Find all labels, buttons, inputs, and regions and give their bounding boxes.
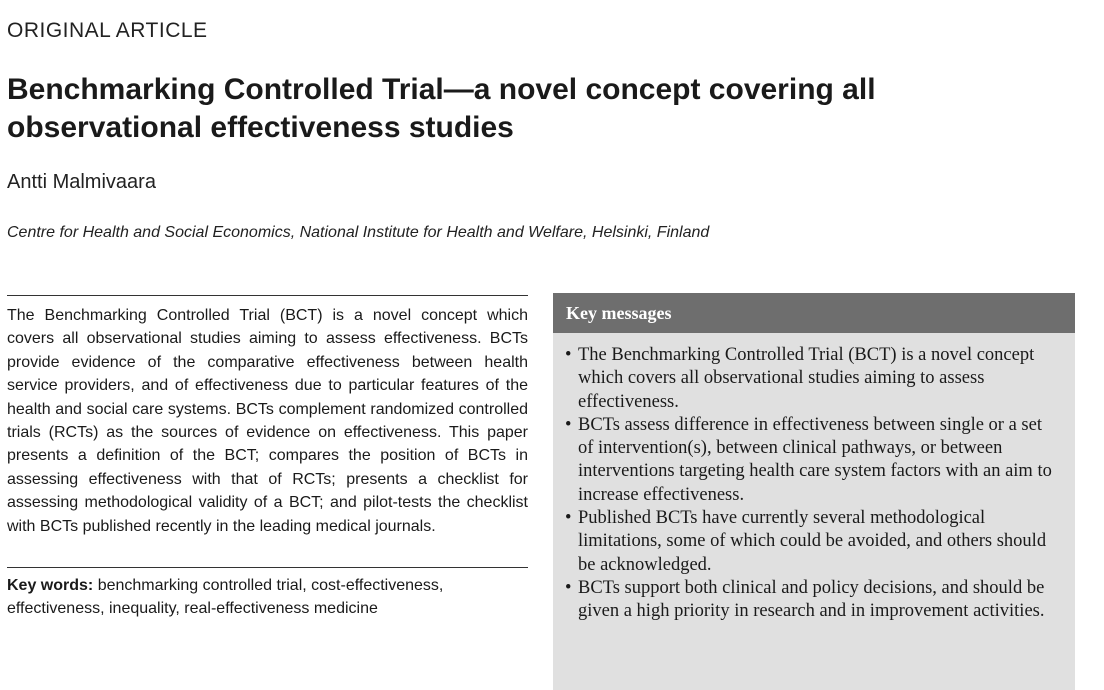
article-title: Benchmarking Controlled Trial—a novel co… xyxy=(7,73,876,144)
keywords-label: Key words: xyxy=(7,577,94,594)
author-name: Antti Malmivaara xyxy=(7,171,156,193)
key-message-text: BCTs assess difference in effectiveness … xyxy=(578,414,1052,505)
key-message-item: • The Benchmarking Controlled Trial (BCT)… xyxy=(565,344,1055,414)
keywords: Key words: benchmarking controlled trial… xyxy=(7,574,528,620)
bullet-icon: • xyxy=(565,577,572,598)
section-label: ORIGINAL ARTICLE xyxy=(7,19,208,42)
abstract-text: The Benchmarking Controlled Trial (BCT) … xyxy=(7,307,528,535)
key-messages-box: Key messages • The Benchmarking Controlle… xyxy=(553,293,1075,690)
abstract-top-rule xyxy=(7,295,528,296)
key-message-text: The Benchmarking Controlled Trial (BCT) … xyxy=(578,345,1035,412)
key-message-item: • BCTs support both clinical and policy d… xyxy=(565,577,1055,624)
author-affiliation: Centre for Health and Social Economics, … xyxy=(7,224,710,241)
key-messages-list: • The Benchmarking Controlled Trial (BCT)… xyxy=(553,333,1075,624)
bullet-icon: • xyxy=(565,345,572,365)
key-message-item: • Published BCTs have currently several m… xyxy=(565,507,1055,577)
key-message-text: Published BCTs have currently several me… xyxy=(578,508,1047,575)
abstract-bottom-rule xyxy=(7,567,528,568)
key-message-text: BCTs support both clinical and policy de… xyxy=(578,577,1045,622)
key-message-item: • BCTs assess difference in effectiveness… xyxy=(565,414,1055,507)
bullet-icon: • xyxy=(565,414,572,435)
keywords-text: benchmarking controlled trial, cost-effe… xyxy=(7,577,444,617)
key-messages-heading: Key messages xyxy=(553,293,1075,333)
bullet-icon: • xyxy=(565,508,572,529)
